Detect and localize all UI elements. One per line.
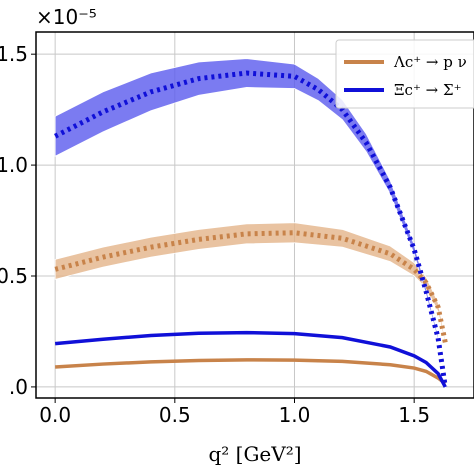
x-tick-label: 0.5 (159, 403, 191, 427)
x-tick-label: 0.0 (39, 403, 71, 427)
lines (54, 70, 448, 388)
x-tick-label: 1.0 (279, 403, 311, 427)
solid-line-0 (55, 358, 447, 385)
band-center-line-0 (54, 230, 448, 344)
band-center-line-1 (54, 70, 448, 388)
y-tick-label: 1.0 (0, 153, 28, 177)
y-tick-label: 0.5 (0, 264, 28, 288)
x-axis-label: q² [GeV²] (208, 442, 301, 466)
y-tick-label: 1.5 (0, 42, 28, 66)
band-0 (54, 222, 446, 345)
bands (54, 58, 446, 389)
scale-multiplier: ×10⁻⁵ (36, 5, 97, 29)
legend-label-lambda: Λc⁺ → p ν (393, 53, 467, 71)
band-1 (54, 58, 446, 389)
legend-label-xi: Ξc⁺ → Σ⁺ (394, 81, 462, 99)
legend: Λc⁺ → p ν Ξc⁺ → Σ⁺ (335, 39, 474, 109)
y-tick-label: .0 (9, 375, 28, 399)
ticks: 0.0 0.5 1.0 1.5 .0 0.5 1.0 1.5 (0, 42, 430, 427)
plot-frame (35, 31, 474, 399)
x-tick-label: 1.5 (398, 403, 430, 427)
solid-line-1 (54, 330, 447, 388)
